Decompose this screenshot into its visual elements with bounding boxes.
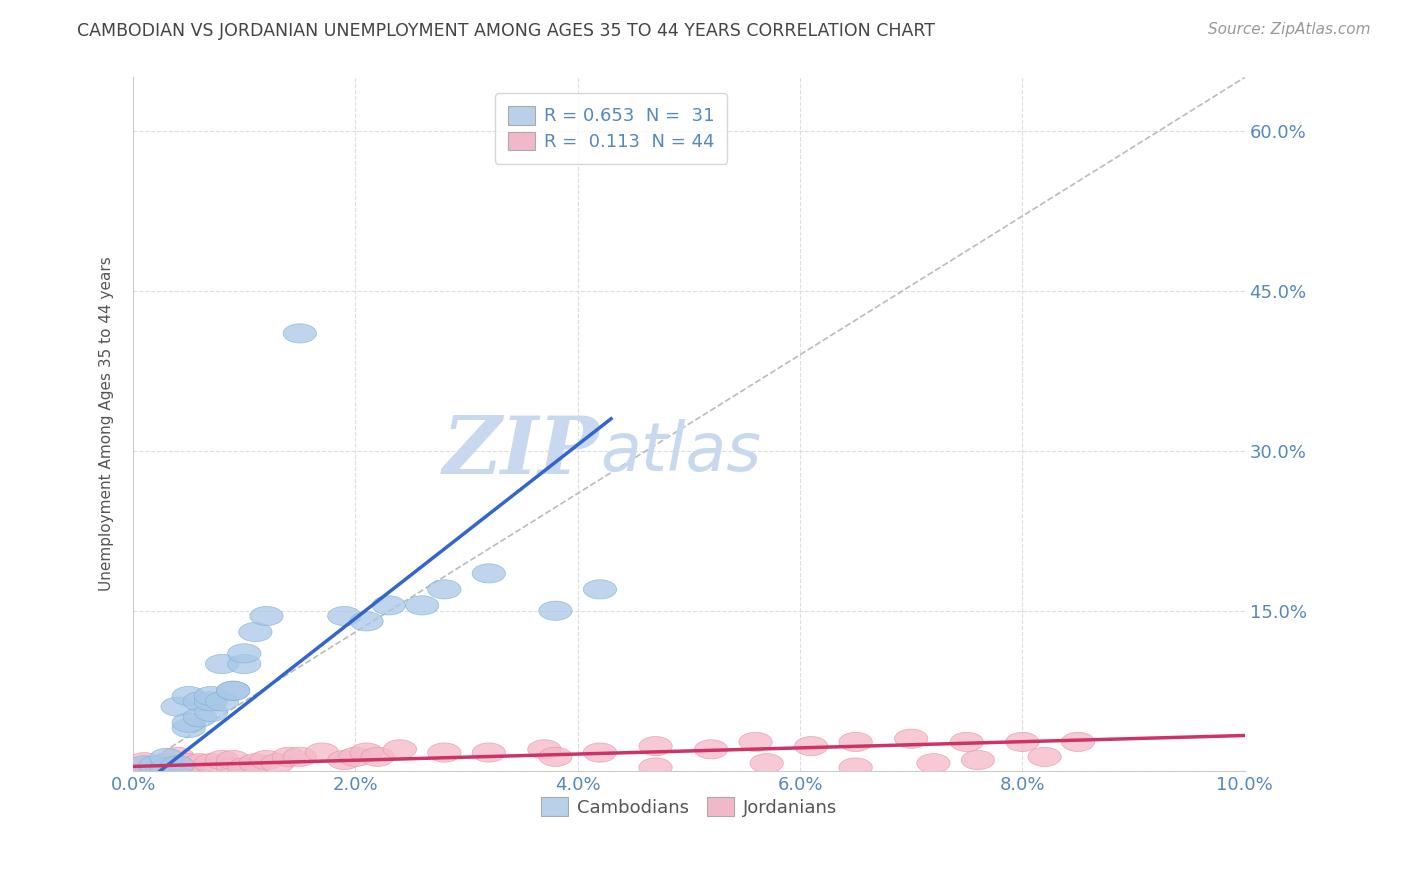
Ellipse shape bbox=[271, 747, 305, 766]
Ellipse shape bbox=[160, 698, 194, 716]
Ellipse shape bbox=[1062, 732, 1095, 751]
Ellipse shape bbox=[305, 743, 339, 762]
Ellipse shape bbox=[638, 758, 672, 777]
Ellipse shape bbox=[239, 623, 271, 641]
Ellipse shape bbox=[228, 644, 262, 663]
Ellipse shape bbox=[427, 743, 461, 762]
Text: Source: ZipAtlas.com: Source: ZipAtlas.com bbox=[1208, 22, 1371, 37]
Ellipse shape bbox=[160, 747, 194, 766]
Ellipse shape bbox=[794, 737, 828, 756]
Ellipse shape bbox=[172, 713, 205, 732]
Ellipse shape bbox=[172, 754, 205, 772]
Ellipse shape bbox=[373, 596, 405, 615]
Ellipse shape bbox=[328, 750, 361, 770]
Ellipse shape bbox=[583, 743, 617, 762]
Legend: Cambodians, Jordanians: Cambodians, Jordanians bbox=[533, 790, 845, 824]
Ellipse shape bbox=[917, 754, 950, 772]
Ellipse shape bbox=[128, 756, 160, 775]
Ellipse shape bbox=[250, 607, 283, 625]
Ellipse shape bbox=[361, 747, 394, 766]
Ellipse shape bbox=[350, 743, 384, 762]
Ellipse shape bbox=[194, 692, 228, 711]
Ellipse shape bbox=[950, 732, 983, 751]
Ellipse shape bbox=[1005, 732, 1039, 751]
Text: CAMBODIAN VS JORDANIAN UNEMPLOYMENT AMONG AGES 35 TO 44 YEARS CORRELATION CHART: CAMBODIAN VS JORDANIAN UNEMPLOYMENT AMON… bbox=[77, 22, 935, 40]
Text: atlas: atlas bbox=[600, 419, 761, 484]
Ellipse shape bbox=[339, 747, 373, 766]
Ellipse shape bbox=[328, 607, 361, 625]
Text: ZIP: ZIP bbox=[443, 413, 600, 491]
Ellipse shape bbox=[217, 758, 250, 777]
Ellipse shape bbox=[527, 739, 561, 759]
Ellipse shape bbox=[239, 754, 271, 772]
Ellipse shape bbox=[228, 758, 262, 777]
Ellipse shape bbox=[150, 758, 183, 777]
Y-axis label: Unemployment Among Ages 35 to 44 years: Unemployment Among Ages 35 to 44 years bbox=[100, 257, 114, 591]
Ellipse shape bbox=[1028, 747, 1062, 766]
Ellipse shape bbox=[205, 750, 239, 770]
Ellipse shape bbox=[384, 739, 416, 759]
Ellipse shape bbox=[172, 687, 205, 706]
Ellipse shape bbox=[472, 743, 506, 762]
Ellipse shape bbox=[740, 732, 772, 751]
Ellipse shape bbox=[172, 718, 205, 738]
Ellipse shape bbox=[139, 758, 172, 777]
Ellipse shape bbox=[538, 747, 572, 766]
Ellipse shape bbox=[839, 732, 872, 751]
Ellipse shape bbox=[139, 756, 172, 775]
Ellipse shape bbox=[839, 758, 872, 777]
Ellipse shape bbox=[283, 324, 316, 343]
Ellipse shape bbox=[117, 758, 150, 777]
Ellipse shape bbox=[194, 687, 228, 706]
Ellipse shape bbox=[962, 750, 994, 770]
Ellipse shape bbox=[583, 580, 617, 599]
Ellipse shape bbox=[638, 737, 672, 756]
Ellipse shape bbox=[472, 564, 506, 583]
Ellipse shape bbox=[538, 601, 572, 620]
Ellipse shape bbox=[695, 739, 728, 759]
Ellipse shape bbox=[262, 754, 294, 772]
Ellipse shape bbox=[894, 729, 928, 748]
Ellipse shape bbox=[217, 681, 250, 700]
Ellipse shape bbox=[749, 754, 783, 772]
Ellipse shape bbox=[205, 692, 239, 711]
Ellipse shape bbox=[250, 750, 283, 770]
Ellipse shape bbox=[150, 754, 183, 772]
Ellipse shape bbox=[205, 655, 239, 673]
Ellipse shape bbox=[183, 754, 217, 772]
Ellipse shape bbox=[405, 596, 439, 615]
Ellipse shape bbox=[194, 702, 228, 722]
Ellipse shape bbox=[128, 753, 160, 772]
Ellipse shape bbox=[217, 750, 250, 770]
Ellipse shape bbox=[228, 655, 262, 673]
Ellipse shape bbox=[283, 747, 316, 766]
Ellipse shape bbox=[183, 707, 217, 727]
Ellipse shape bbox=[427, 580, 461, 599]
Ellipse shape bbox=[217, 681, 250, 700]
Ellipse shape bbox=[350, 612, 384, 631]
Ellipse shape bbox=[183, 692, 217, 711]
Ellipse shape bbox=[194, 754, 228, 772]
Ellipse shape bbox=[172, 758, 205, 777]
Ellipse shape bbox=[150, 748, 183, 767]
Ellipse shape bbox=[160, 756, 194, 775]
